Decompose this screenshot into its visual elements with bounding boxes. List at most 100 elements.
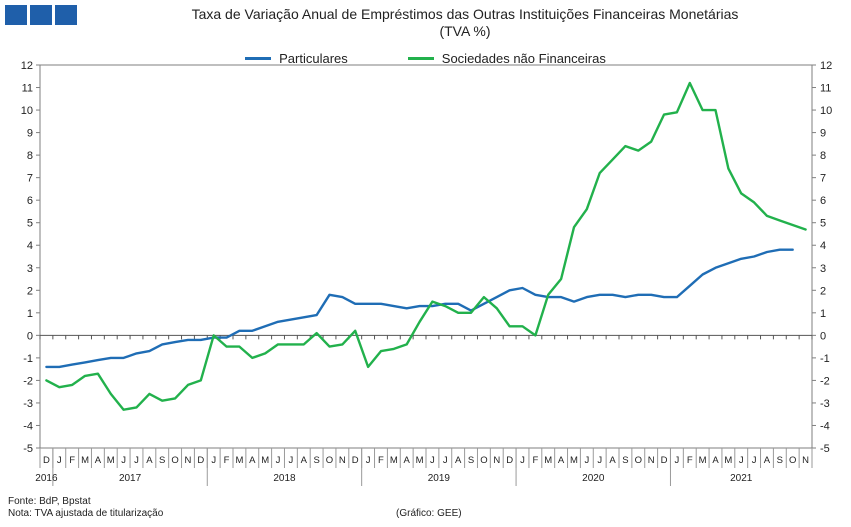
y-tick-label-left: -2 xyxy=(23,375,33,387)
y-tick-label-left: 11 xyxy=(22,83,33,95)
x-month-label: A xyxy=(404,455,411,466)
x-month-label: D xyxy=(352,455,359,466)
x-month-label: F xyxy=(224,455,230,466)
x-month-label: J xyxy=(520,455,525,466)
x-month-label: N xyxy=(185,455,192,466)
y-tick-label-right: 9 xyxy=(820,128,826,140)
y-tick-label-left: 1 xyxy=(27,308,33,320)
series-line-sociedades xyxy=(45,81,807,411)
x-month-label: D xyxy=(661,455,668,466)
legend-item-particulares: Particulares xyxy=(245,51,348,66)
y-tick-label-left: -1 xyxy=(23,353,33,365)
x-month-label: S xyxy=(313,455,319,466)
x-month-label: O xyxy=(171,455,178,466)
x-month-label: J xyxy=(739,455,744,466)
x-month-label: N xyxy=(493,455,500,466)
x-month-label: J xyxy=(443,455,448,466)
x-month-label: O xyxy=(326,455,333,466)
legend-swatch xyxy=(245,57,272,60)
y-tick-label-right: 7 xyxy=(820,173,826,185)
chart-title: Taxa de Variação Anual de Empréstimos da… xyxy=(120,6,810,40)
legend-swatch xyxy=(407,57,434,60)
x-month-label: M xyxy=(724,455,732,466)
x-month-label: A xyxy=(95,455,102,466)
y-tick-label-left: 2 xyxy=(27,285,33,297)
y-tick-label-right: -3 xyxy=(820,398,830,410)
x-month-label: M xyxy=(390,455,398,466)
x-month-label: J xyxy=(752,455,757,466)
chart-title-line2: (TVA %) xyxy=(439,23,491,39)
y-tick-label-left: -4 xyxy=(23,420,33,432)
x-year-label: 2017 xyxy=(119,473,142,484)
y-tick-label-left: 12 xyxy=(21,60,33,72)
x-month-label: S xyxy=(777,455,783,466)
y-tick-label-left: -5 xyxy=(23,443,33,455)
x-month-label: J xyxy=(597,455,602,466)
x-month-label: M xyxy=(416,455,424,466)
logo-square-icon xyxy=(30,5,52,25)
y-tick-label-right: 11 xyxy=(820,83,831,95)
y-tick-label-right: 8 xyxy=(820,150,826,162)
plot-area xyxy=(39,64,813,449)
x-month-label: A xyxy=(146,455,153,466)
x-month-label: M xyxy=(81,455,89,466)
x-month-label: J xyxy=(57,455,62,466)
y-tick-label-left: -3 xyxy=(23,398,33,410)
x-month-label: N xyxy=(339,455,346,466)
x-month-label: F xyxy=(532,455,538,466)
y-tick-label-right: 12 xyxy=(820,60,832,72)
y-tick-label-left: 0 xyxy=(27,330,33,342)
x-month-label: N xyxy=(648,455,655,466)
y-tick-label-left: 7 xyxy=(27,173,33,185)
x-year-label: 2021 xyxy=(730,473,753,484)
y-tick-label-left: 9 xyxy=(27,128,33,140)
x-month-label: A xyxy=(558,455,565,466)
footer-note: Nota: TVA ajustada de titularização xyxy=(8,508,164,519)
legend-label: Particulares xyxy=(279,51,348,66)
y-tick-label-left: 4 xyxy=(27,240,33,252)
y-tick-label-right: 5 xyxy=(820,218,826,230)
x-month-label: J xyxy=(675,455,680,466)
y-tick-label-right: -4 xyxy=(820,420,830,432)
gee-logo xyxy=(5,5,77,25)
logo-square-icon xyxy=(55,5,77,25)
footer-source: Fonte: BdP, Bpstat xyxy=(8,496,91,507)
x-month-label: S xyxy=(468,455,474,466)
y-tick-label-left: 5 xyxy=(27,218,33,230)
x-month-label: O xyxy=(635,455,642,466)
x-month-label: M xyxy=(107,455,115,466)
x-month-label: J xyxy=(211,455,216,466)
chart-title-line1: Taxa de Variação Anual de Empréstimos da… xyxy=(191,6,739,22)
y-tick-label-left: 10 xyxy=(21,105,33,117)
x-month-label: A xyxy=(455,455,462,466)
y-tick-label-right: -5 xyxy=(820,443,830,455)
y-tick-label-right: 6 xyxy=(820,195,826,207)
chart-legend: Particulares Sociedades não Financeiras xyxy=(0,51,851,66)
x-month-label: S xyxy=(622,455,628,466)
y-tick-label-right: 2 xyxy=(820,285,826,297)
x-month-label: J xyxy=(134,455,139,466)
x-month-label: F xyxy=(687,455,693,466)
x-month-label: A xyxy=(764,455,771,466)
y-tick-label-right: 4 xyxy=(820,240,826,252)
x-month-label: J xyxy=(121,455,126,466)
y-tick-label-left: 3 xyxy=(27,263,33,275)
x-month-label: J xyxy=(366,455,371,466)
x-month-label: D xyxy=(197,455,204,466)
x-year-label: 2016 xyxy=(35,473,58,484)
y-tick-label-right: 3 xyxy=(820,263,826,275)
y-tick-label-right: 1 xyxy=(820,308,826,320)
legend-item-sociedades: Sociedades não Financeiras xyxy=(407,51,606,66)
legend-label: Sociedades não Financeiras xyxy=(441,51,606,66)
x-month-label: J xyxy=(430,455,435,466)
logo-square-icon xyxy=(5,5,27,25)
x-year-label: 2018 xyxy=(273,473,296,484)
x-month-label: M xyxy=(235,455,243,466)
x-month-label: N xyxy=(802,455,809,466)
x-month-label: M xyxy=(261,455,269,466)
x-month-label: J xyxy=(584,455,589,466)
x-month-label: O xyxy=(480,455,487,466)
x-month-label: A xyxy=(249,455,256,466)
x-month-label: S xyxy=(159,455,165,466)
x-year-label: 2019 xyxy=(428,473,451,484)
